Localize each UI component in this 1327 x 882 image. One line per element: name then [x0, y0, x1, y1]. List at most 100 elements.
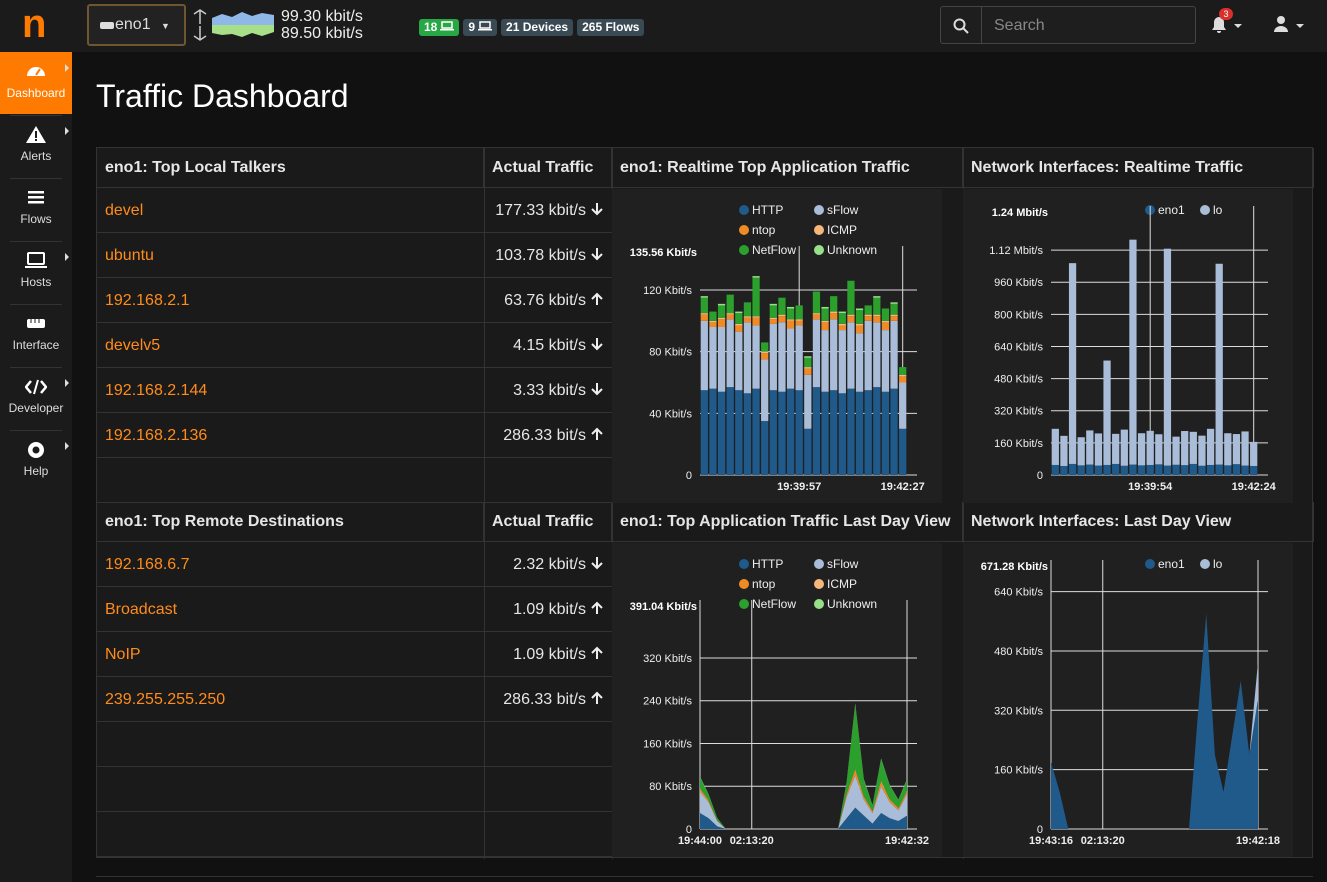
host-link[interactable]: 239.255.255.250: [105, 691, 226, 708]
caret: ▼: [161, 21, 170, 31]
bar-segment: [1250, 441, 1258, 466]
y-max-label: 391.04 Kbit/s: [630, 601, 697, 613]
nav-divider: [10, 178, 62, 179]
bar-segment: [812, 387, 821, 475]
bar-segment: [838, 311, 846, 314]
y-tick-label: 320 Kbit/s: [994, 705, 1043, 717]
bar-segment: [743, 393, 752, 475]
nav-item[interactable]: Dashboard: [0, 52, 72, 114]
bar-segment: [890, 302, 898, 304]
nav-item[interactable]: Help: [0, 430, 72, 492]
top-bar: n eno1 ▼ 99.30 kbit/s 89.50 kbit/s 18 9 21…: [0, 0, 1327, 52]
bar-segment: [1181, 431, 1189, 466]
bar-segment: [1155, 434, 1163, 465]
bar-segment: [855, 333, 864, 392]
table-row: [97, 767, 612, 812]
bar-segment: [1060, 435, 1068, 466]
nav-item[interactable]: Interface: [0, 304, 72, 366]
legend-label: ICMP: [827, 223, 857, 237]
y-tick-label: 640 Kbit/s: [994, 341, 1043, 353]
area: [700, 807, 907, 829]
bar-segment: [726, 319, 734, 388]
footer-rule: [96, 876, 1313, 877]
bar-segment: [855, 325, 864, 334]
bar-segment: [795, 305, 803, 320]
host-link[interactable]: Broadcast: [105, 601, 178, 618]
bar-segment: [769, 390, 777, 475]
bar-segment: [752, 276, 760, 278]
bar-segment: [1241, 431, 1249, 466]
bar-segment: [830, 311, 838, 314]
nav-icon: [28, 442, 44, 458]
host-link[interactable]: devel: [105, 202, 144, 219]
table-row: [97, 812, 612, 857]
table-header: Actual Traffic: [484, 148, 612, 188]
table-row: NoIP 1.09 kbit/s: [97, 632, 612, 677]
nav-item[interactable]: Developer: [0, 367, 72, 429]
user-menu[interactable]: [1272, 14, 1308, 36]
legend-swatch: [814, 245, 824, 255]
bar-segment: [899, 376, 907, 383]
nav-divider: [10, 115, 62, 116]
bar-segment: [1112, 433, 1120, 464]
bar-segment: [864, 305, 872, 315]
bar-segment: [709, 322, 717, 327]
bar-segment: [1120, 429, 1128, 466]
bar-segment: [864, 320, 872, 391]
bar-segment: [709, 326, 717, 389]
y-tick-label: 240 Kbit/s: [643, 696, 692, 708]
bar-segment: [804, 368, 812, 375]
notifications[interactable]: [1208, 14, 1244, 36]
badge-text: 9: [468, 20, 476, 34]
nav-item[interactable]: Flows: [0, 178, 72, 240]
legend-swatch: [739, 579, 749, 589]
host-link[interactable]: develv5: [105, 337, 161, 354]
bar-segment: [786, 308, 795, 320]
nav-label: Help: [23, 464, 49, 478]
host-link[interactable]: 192.168.2.136: [105, 427, 208, 444]
host-link[interactable]: ubuntu: [105, 247, 154, 264]
table-row: ubuntu 103.78 kbit/s: [97, 233, 612, 278]
legend-swatch: [814, 599, 824, 609]
y-max-label: 135.56 Kbit/s: [630, 247, 697, 259]
bar-segment: [1137, 433, 1146, 466]
legend-label: eno1: [1158, 203, 1185, 217]
traffic-text: 4.15 kbit/s: [513, 337, 586, 354]
bar-segment: [1189, 431, 1197, 464]
host-link[interactable]: NoIP: [105, 646, 141, 663]
host-link[interactable]: 192.168.2.1: [105, 292, 190, 309]
y-tick-label: 160 Kbit/s: [994, 438, 1043, 450]
y-tick-label: 480 Kbit/s: [994, 646, 1043, 658]
x-tick-label: 19:44:00: [678, 835, 722, 847]
table-header: eno1: Top Local Talkers: [97, 148, 484, 188]
nav-item[interactable]: Hosts: [0, 241, 72, 303]
bar-segment: [812, 314, 821, 320]
nav-label: Hosts: [20, 275, 52, 289]
nav-item[interactable]: Alerts: [0, 115, 72, 177]
direction-arrow: [591, 338, 603, 351]
interface-select[interactable]: eno1 ▼: [87, 4, 186, 46]
traffic-text: 2.32 kbit/s: [513, 556, 586, 573]
dashboard-panel: eno1: Top Local Talkers Actual Traffic dev…: [96, 147, 1314, 859]
traffic-value: 1.09 kbit/s: [513, 587, 604, 632]
bar-segment: [1051, 428, 1059, 465]
bar-segment: [743, 316, 752, 318]
bar-segment: [1155, 464, 1163, 475]
bar-segment: [1146, 430, 1154, 465]
host-link[interactable]: 192.168.6.7: [105, 556, 190, 573]
interface-icon: [100, 22, 114, 29]
legend-swatch: [814, 559, 824, 569]
bar-segment: [873, 316, 881, 323]
area: [1051, 613, 1258, 829]
y-tick-label: 80 Kbit/s: [649, 781, 692, 793]
logo[interactable]: n: [22, 2, 47, 46]
y-tick-label: 0: [1037, 470, 1043, 482]
legend-swatch: [814, 225, 824, 235]
upload-rate: 99.30 kbit/s: [281, 8, 363, 25]
nav-icon: [26, 126, 46, 143]
legend-swatch: [739, 559, 749, 569]
search-box[interactable]: Search: [940, 6, 1196, 44]
y-tick-label: 800 Kbit/s: [994, 309, 1043, 321]
host-link[interactable]: 192.168.2.144: [105, 382, 208, 399]
